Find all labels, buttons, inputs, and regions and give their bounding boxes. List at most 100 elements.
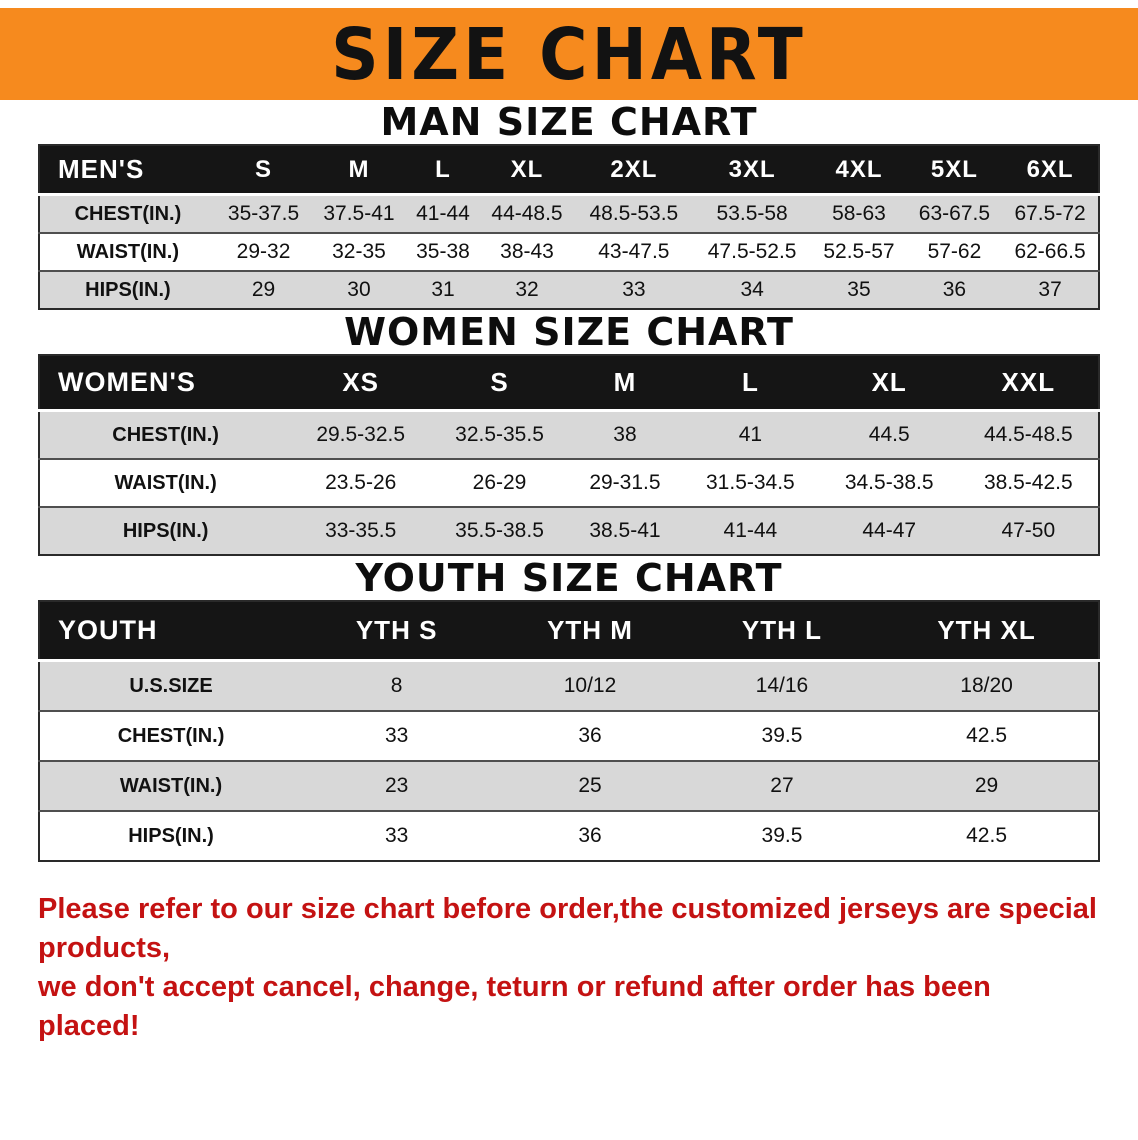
- column-header: 5XL: [906, 145, 1003, 196]
- table-corner-label: MEN'S: [39, 145, 216, 196]
- size-cell: 29: [974, 774, 999, 797]
- row-label: CHEST(IN.): [117, 724, 225, 747]
- size-cell: 29: [251, 278, 276, 301]
- size-cell: 34: [740, 278, 764, 301]
- size-cell: 58-63: [832, 202, 886, 225]
- men-section: MAN SIZE CHART MEN'S S M L XL 2XL 3XL 4XL 5XL 6XL…: [0, 100, 1138, 310]
- women-section: WOMEN SIZE CHART WOMEN'S XS S M L XL XXL CHEST(…: [0, 310, 1138, 556]
- size-cell: 42.5: [966, 824, 1007, 847]
- column-header: XXL: [958, 355, 1099, 412]
- size-cell: 8: [390, 674, 403, 697]
- size-cell: 33-35.5: [325, 519, 397, 542]
- notice-line-1: Please refer to our size chart before or…: [38, 893, 1097, 965]
- youth-section-heading: YOUTH SIZE CHART: [355, 556, 783, 600]
- size-cell: 23.5-26: [325, 471, 397, 494]
- size-cell: 47.5-52.5: [707, 240, 797, 263]
- size-cell: 37.5-41: [323, 202, 395, 225]
- size-cell: 35: [847, 278, 871, 301]
- women-section-heading: WOMEN SIZE CHART: [344, 310, 794, 354]
- size-cell: 44.5-48.5: [983, 423, 1073, 446]
- column-header: YTH L: [688, 601, 876, 662]
- table-header-row: YOUTH YTH S YTH M YTH L YTH XL: [39, 601, 1099, 662]
- size-cell: 30: [347, 278, 371, 301]
- table-header-row: WOMEN'S XS S M L XL XXL: [39, 355, 1099, 412]
- banner: SIZE CHART: [0, 8, 1138, 100]
- row-label: HIPS(IN.): [122, 519, 209, 542]
- size-cell: 57-62: [927, 240, 982, 263]
- size-cell: 25: [578, 774, 602, 797]
- table-row: WAIST(IN.) 23.5-26 26-29 29-31.5 31.5-34.5 34…: [39, 459, 1099, 507]
- row-label: HIPS(IN.): [85, 278, 171, 301]
- size-cell: 32-35: [332, 240, 386, 263]
- size-cell: 41-44: [723, 519, 778, 542]
- size-cell: 33: [384, 724, 409, 747]
- men-section-heading: MAN SIZE CHART: [380, 100, 758, 144]
- size-cell: 38-43: [500, 240, 554, 263]
- size-cell: 23: [384, 774, 409, 797]
- size-cell: 33: [622, 278, 646, 301]
- column-header: XL: [819, 355, 959, 412]
- table-corner-label: WOMEN'S: [39, 355, 292, 412]
- footer-notice: Please refer to our size chart before or…: [38, 890, 1100, 1047]
- column-header: XS: [291, 355, 431, 412]
- size-cell: 41: [738, 423, 763, 446]
- column-header: 6XL: [1002, 145, 1099, 196]
- table-row: HIPS(IN.) 33 36 39.5 42.5: [39, 811, 1099, 861]
- column-header: L: [680, 355, 820, 412]
- youth-section: YOUTH SIZE CHART YOUTH YTH S YTH M YTH L YTH…: [0, 556, 1138, 862]
- column-header: 3XL: [693, 145, 812, 196]
- table-header-row: MEN'S S M L XL 2XL 3XL 4XL 5XL 6XL: [39, 145, 1099, 196]
- table-row: CHEST(IN.) 33 36 39.5 42.5: [39, 711, 1099, 761]
- women-size-table: WOMEN'S XS S M L XL XXL CHEST(IN.) 29.5-32.5 32.5…: [38, 354, 1100, 556]
- size-cell: 29-31.5: [589, 471, 661, 494]
- size-cell: 14/16: [755, 674, 809, 697]
- size-cell: 31.5-34.5: [706, 471, 795, 494]
- row-label: CHEST(IN.): [112, 423, 219, 446]
- table-row: HIPS(IN.) 33-35.5 35.5-38.5 38.5-41 41-44 44-…: [39, 507, 1099, 555]
- size-cell: 36: [578, 824, 602, 847]
- column-header: YTH M: [491, 601, 689, 662]
- size-cell: 62-66.5: [1014, 240, 1086, 263]
- size-cell: 27: [770, 774, 794, 797]
- size-cell: 18/20: [960, 674, 1013, 697]
- page-title: SIZE CHART: [331, 12, 807, 96]
- size-cell: 29-32: [236, 240, 291, 263]
- row-label: WAIST(IN.): [119, 774, 223, 797]
- size-cell: 47-50: [1001, 519, 1056, 542]
- size-cell: 39.5: [761, 824, 803, 847]
- size-cell: 39.5: [761, 724, 803, 747]
- table-corner-label: YOUTH: [39, 601, 303, 662]
- table-row: WAIST(IN.) 29-32 32-35 35-38 38-43 43-47.5 47.…: [39, 233, 1099, 271]
- row-label: CHEST(IN.): [74, 202, 182, 225]
- table-row: HIPS(IN.) 29 30 31 32 33 34 35 36 37: [39, 271, 1099, 309]
- size-chart-page: SIZE CHART MAN SIZE CHART MEN'S S M L XL 2XL 3…: [0, 8, 1138, 1047]
- table-row: WAIST(IN.) 23 25 27 29: [39, 761, 1099, 811]
- size-cell: 29.5-32.5: [316, 423, 406, 446]
- row-label: HIPS(IN.): [128, 824, 214, 847]
- table-row: U.S.SIZE 8 10/12 14/16 18/20: [39, 660, 1099, 711]
- size-cell: 35-38: [416, 240, 470, 263]
- column-header: S: [215, 145, 312, 196]
- size-cell: 44-48.5: [491, 202, 563, 225]
- size-cell: 67.5-72: [1014, 202, 1086, 225]
- column-header: 2XL: [574, 145, 693, 196]
- men-size-table: MEN'S S M L XL 2XL 3XL 4XL 5XL 6XL CHEST(IN.) 35-37…: [38, 144, 1100, 310]
- row-label: WAIST(IN.): [76, 240, 180, 263]
- size-cell: 41-44: [416, 202, 470, 225]
- size-cell: 48.5-53.5: [589, 202, 679, 225]
- notice-line-2: we don't accept cancel, change, teturn o…: [38, 971, 991, 1043]
- column-header: S: [430, 355, 569, 412]
- size-cell: 26-29: [472, 471, 527, 494]
- table-row: CHEST(IN.) 29.5-32.5 32.5-35.5 38 41 44.5 44.5…: [39, 410, 1099, 459]
- size-cell: 35.5-38.5: [455, 519, 544, 542]
- size-cell: 31: [431, 278, 455, 301]
- size-cell: 32: [515, 278, 539, 301]
- size-cell: 38.5-42.5: [983, 471, 1073, 494]
- youth-size-table: YOUTH YTH S YTH M YTH L YTH XL U.S.SIZE 8 10/12…: [38, 600, 1100, 862]
- size-cell: 44-47: [862, 519, 917, 542]
- size-cell: 36: [942, 278, 967, 301]
- size-cell: 44.5: [868, 423, 910, 446]
- column-header: 4XL: [811, 145, 907, 196]
- size-cell: 53.5-58: [716, 202, 788, 225]
- column-header: XL: [479, 145, 575, 196]
